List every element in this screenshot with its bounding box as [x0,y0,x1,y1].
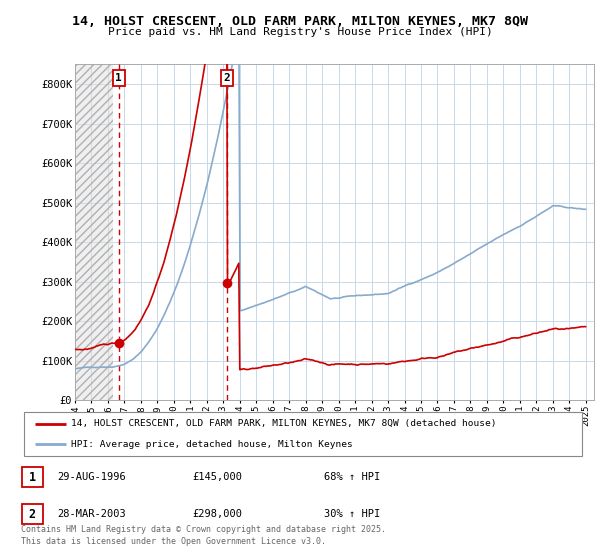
Text: 29-AUG-1996: 29-AUG-1996 [57,472,126,482]
Bar [75,64,113,400]
Text: 30% ↑ HPI: 30% ↑ HPI [324,509,380,519]
Text: £298,000: £298,000 [192,509,242,519]
Text: Contains HM Land Registry data © Crown copyright and database right 2025.
This d: Contains HM Land Registry data © Crown c… [21,525,386,546]
Text: 1: 1 [115,73,122,83]
Text: £145,000: £145,000 [192,472,242,482]
Text: 14, HOLST CRESCENT, OLD FARM PARK, MILTON KEYNES, MK7 8QW: 14, HOLST CRESCENT, OLD FARM PARK, MILTO… [72,15,528,27]
Text: 28-MAR-2003: 28-MAR-2003 [57,509,126,519]
Bar [75,64,113,400]
Text: HPI: Average price, detached house, Milton Keynes: HPI: Average price, detached house, Milt… [71,440,353,449]
Text: 2: 2 [224,73,230,83]
Text: 2: 2 [29,507,36,521]
Text: Price paid vs. HM Land Registry's House Price Index (HPI): Price paid vs. HM Land Registry's House … [107,27,493,37]
Text: 68% ↑ HPI: 68% ↑ HPI [324,472,380,482]
Text: 1: 1 [29,470,36,484]
Text: 14, HOLST CRESCENT, OLD FARM PARK, MILTON KEYNES, MK7 8QW (detached house): 14, HOLST CRESCENT, OLD FARM PARK, MILTO… [71,419,497,428]
